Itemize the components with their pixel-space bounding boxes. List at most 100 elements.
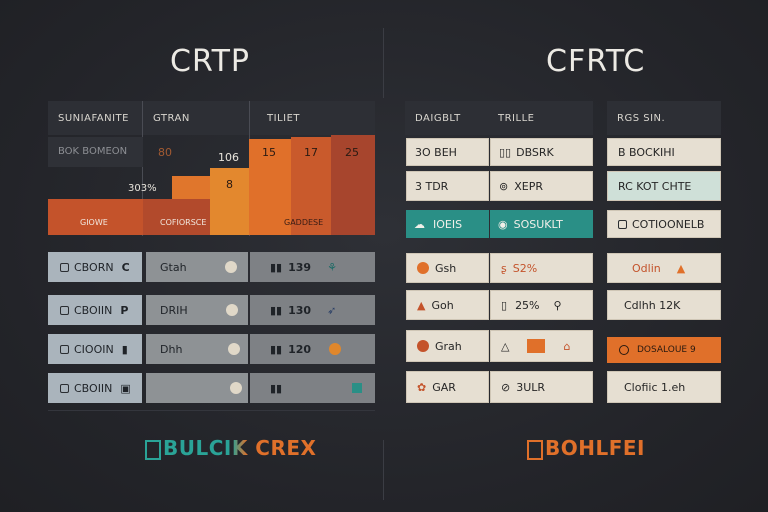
left-row-3-col2-text: Dhh <box>160 342 183 356</box>
left-footer-logo: BULCIK CREX <box>145 436 316 460</box>
left-chart-row <box>48 137 143 167</box>
right-row-7-col3[interactable]: Clofiic 1.eh <box>607 371 721 403</box>
left-row-1-suffix: C <box>121 260 130 274</box>
right-footer-logo: BOHLFEI <box>527 436 645 460</box>
right-row-1-col1[interactable]: 3O BEH <box>406 138 489 166</box>
right-row-2-col2[interactable]: ⊚ XEPR <box>490 171 593 201</box>
right-row-1-col2[interactable]: ▯▯ DBSRK <box>490 138 593 166</box>
right-row-3-col3-text: COTIOONELB <box>632 217 705 231</box>
right-row-5-col3-text: Cdlhh 12K <box>624 298 681 312</box>
left-row-1-col2[interactable]: Gtah <box>146 252 248 282</box>
right-row-4-col3[interactable]: Odlin ▲ <box>607 253 721 283</box>
left-row-3-col2[interactable]: Dhh <box>146 334 248 364</box>
right-row-3-col1[interactable]: ☁ IOEIS <box>406 210 489 238</box>
doc-icon <box>618 219 627 229</box>
chart-bar-label-25: 25 <box>345 146 359 159</box>
chart-bar-label-17: 17 <box>304 146 318 159</box>
left-header-col3: TILIET <box>249 101 375 135</box>
bars-icon: ▮▮ <box>270 303 283 317</box>
right-row-5-col2[interactable]: ▯ 25% ⚲ <box>490 290 593 320</box>
left-row-2-col2[interactable]: DRIH <box>146 295 248 325</box>
chart-bar-label-15: 15 <box>262 146 276 159</box>
left-row-2-col2-text: DRIH <box>160 303 188 317</box>
badge-icon <box>230 382 242 394</box>
chart-base-label-3: GADDESE <box>284 218 324 227</box>
chart-annotation-106: 106 <box>218 151 239 164</box>
right-row-4-col3-text: Odlin <box>632 261 661 275</box>
swirl-icon: ʂ <box>501 261 507 275</box>
right-row-3-col2[interactable]: ◉ SOSUKLT <box>490 210 593 238</box>
left-row-3-col1[interactable]: CIOOIN ▮ <box>48 334 142 364</box>
right-row-2-col3-text: RC KOT CHTE <box>618 179 692 193</box>
left-row-3-col3[interactable]: ▮▮ 120 <box>250 334 375 364</box>
right-row-3-col1-text: IOEIS <box>433 217 463 231</box>
right-row-2-col3[interactable]: RC KOT CHTE <box>607 171 721 201</box>
right-header-col2: TRILLE <box>490 101 593 135</box>
right-row-6-col1-text: Grah <box>435 339 462 353</box>
chart-annotation-8: 8 <box>226 178 233 191</box>
triangle-icon: △ <box>501 339 510 353</box>
left-row-4-col3[interactable]: ▮▮ <box>250 373 375 403</box>
right-row-6-col2[interactable]: △ ⌂ <box>490 330 593 362</box>
right-row-2-col1-text: 3 TDR <box>415 179 449 193</box>
left-footer-text: BULCIK CREX <box>163 436 317 460</box>
right-row-4-col2-text: S2% <box>512 261 538 275</box>
right-row-4-col2[interactable]: ʂ S2% <box>490 253 593 283</box>
chart-base-bar-1 <box>48 199 143 235</box>
left-row-2-col3[interactable]: ▮▮ 130 ➶ <box>250 295 375 325</box>
cloud-icon: ☁ <box>414 217 425 231</box>
right-row-2-col1[interactable]: 3 TDR <box>406 171 489 201</box>
left-row-1-col1[interactable]: CBORN C <box>48 252 142 282</box>
right-row-1-col3[interactable]: B BOCKIHI <box>607 138 721 166</box>
left-row-2-text: CBOIIN <box>74 303 113 317</box>
ring-icon <box>619 345 629 355</box>
chart-bar-small <box>172 176 210 199</box>
bars-icon: ▮▮ <box>270 381 283 395</box>
doc-icon <box>60 305 69 315</box>
bars-icon: ▮▮ <box>270 260 283 274</box>
left-header-col2: GTRAN <box>143 101 249 135</box>
right-row-3-col3[interactable]: COTIOONELB <box>607 210 721 238</box>
orange-dot-icon <box>329 343 342 355</box>
left-table-bottom <box>48 410 375 411</box>
left-chart-row-text: BOK BOMEON <box>58 146 128 157</box>
left-row-2-col1[interactable]: CBOIIN P <box>48 295 142 325</box>
right-panel-title: CFRTC <box>546 44 646 79</box>
right-row-6-col3[interactable]: DOSALOUE 9 <box>607 337 721 363</box>
right-row-6-col1[interactable]: Grah <box>406 330 489 362</box>
left-row-2-col3-text: 130 <box>288 303 312 317</box>
right-row-1-col1-text: 3O BEH <box>415 145 457 159</box>
house-icon: ⌂ <box>563 339 571 353</box>
right-row-4-col1[interactable]: Gsh <box>406 253 489 283</box>
target-icon: ◉ <box>498 217 508 231</box>
right-row-1-col2-text: DBSRK <box>516 145 554 159</box>
badge-icon <box>225 304 238 316</box>
right-row-7-col2[interactable]: ⊘ 3ULR <box>490 371 593 403</box>
badge-icon <box>228 343 241 355</box>
lock-icon: ▣ <box>120 381 131 395</box>
right-row-7-col1[interactable]: ✿ GAR <box>406 371 489 403</box>
left-row-4-col1[interactable]: CBOIIN ▣ <box>48 373 142 403</box>
search-icon: ⚲ <box>553 298 562 312</box>
badge-icon <box>224 261 237 273</box>
orange-flag-icon <box>527 339 546 353</box>
left-row-1-col3-text: 139 <box>288 260 312 274</box>
red-dot-icon <box>417 340 429 352</box>
left-row-1-col3[interactable]: ▮▮ 139 ⚘ <box>250 252 375 282</box>
left-row-4-col2[interactable] <box>146 373 248 403</box>
right-row-2-col2-text: XEPR <box>514 179 543 193</box>
right-row-5-col3[interactable]: Cdlhh 12K <box>607 290 721 320</box>
teal-square-icon <box>352 383 363 393</box>
chart-bar-15 <box>249 139 291 235</box>
orange-dot-icon <box>417 262 429 274</box>
left-col-line-1 <box>142 101 143 236</box>
right-row-5-col1[interactable]: ▲ Goh <box>406 290 489 320</box>
left-row-3-col3-text: 120 <box>288 342 312 356</box>
doc-icon <box>60 383 69 393</box>
chart-bar-17 <box>291 137 331 235</box>
chart-bar-medium <box>210 168 249 235</box>
right-header-col3: RGS SIN. <box>607 101 721 135</box>
bird-icon: ➶ <box>327 303 337 317</box>
chart-annotation-percent: 303% <box>128 183 157 194</box>
right-row-5-col2-text: 25% <box>515 298 540 312</box>
